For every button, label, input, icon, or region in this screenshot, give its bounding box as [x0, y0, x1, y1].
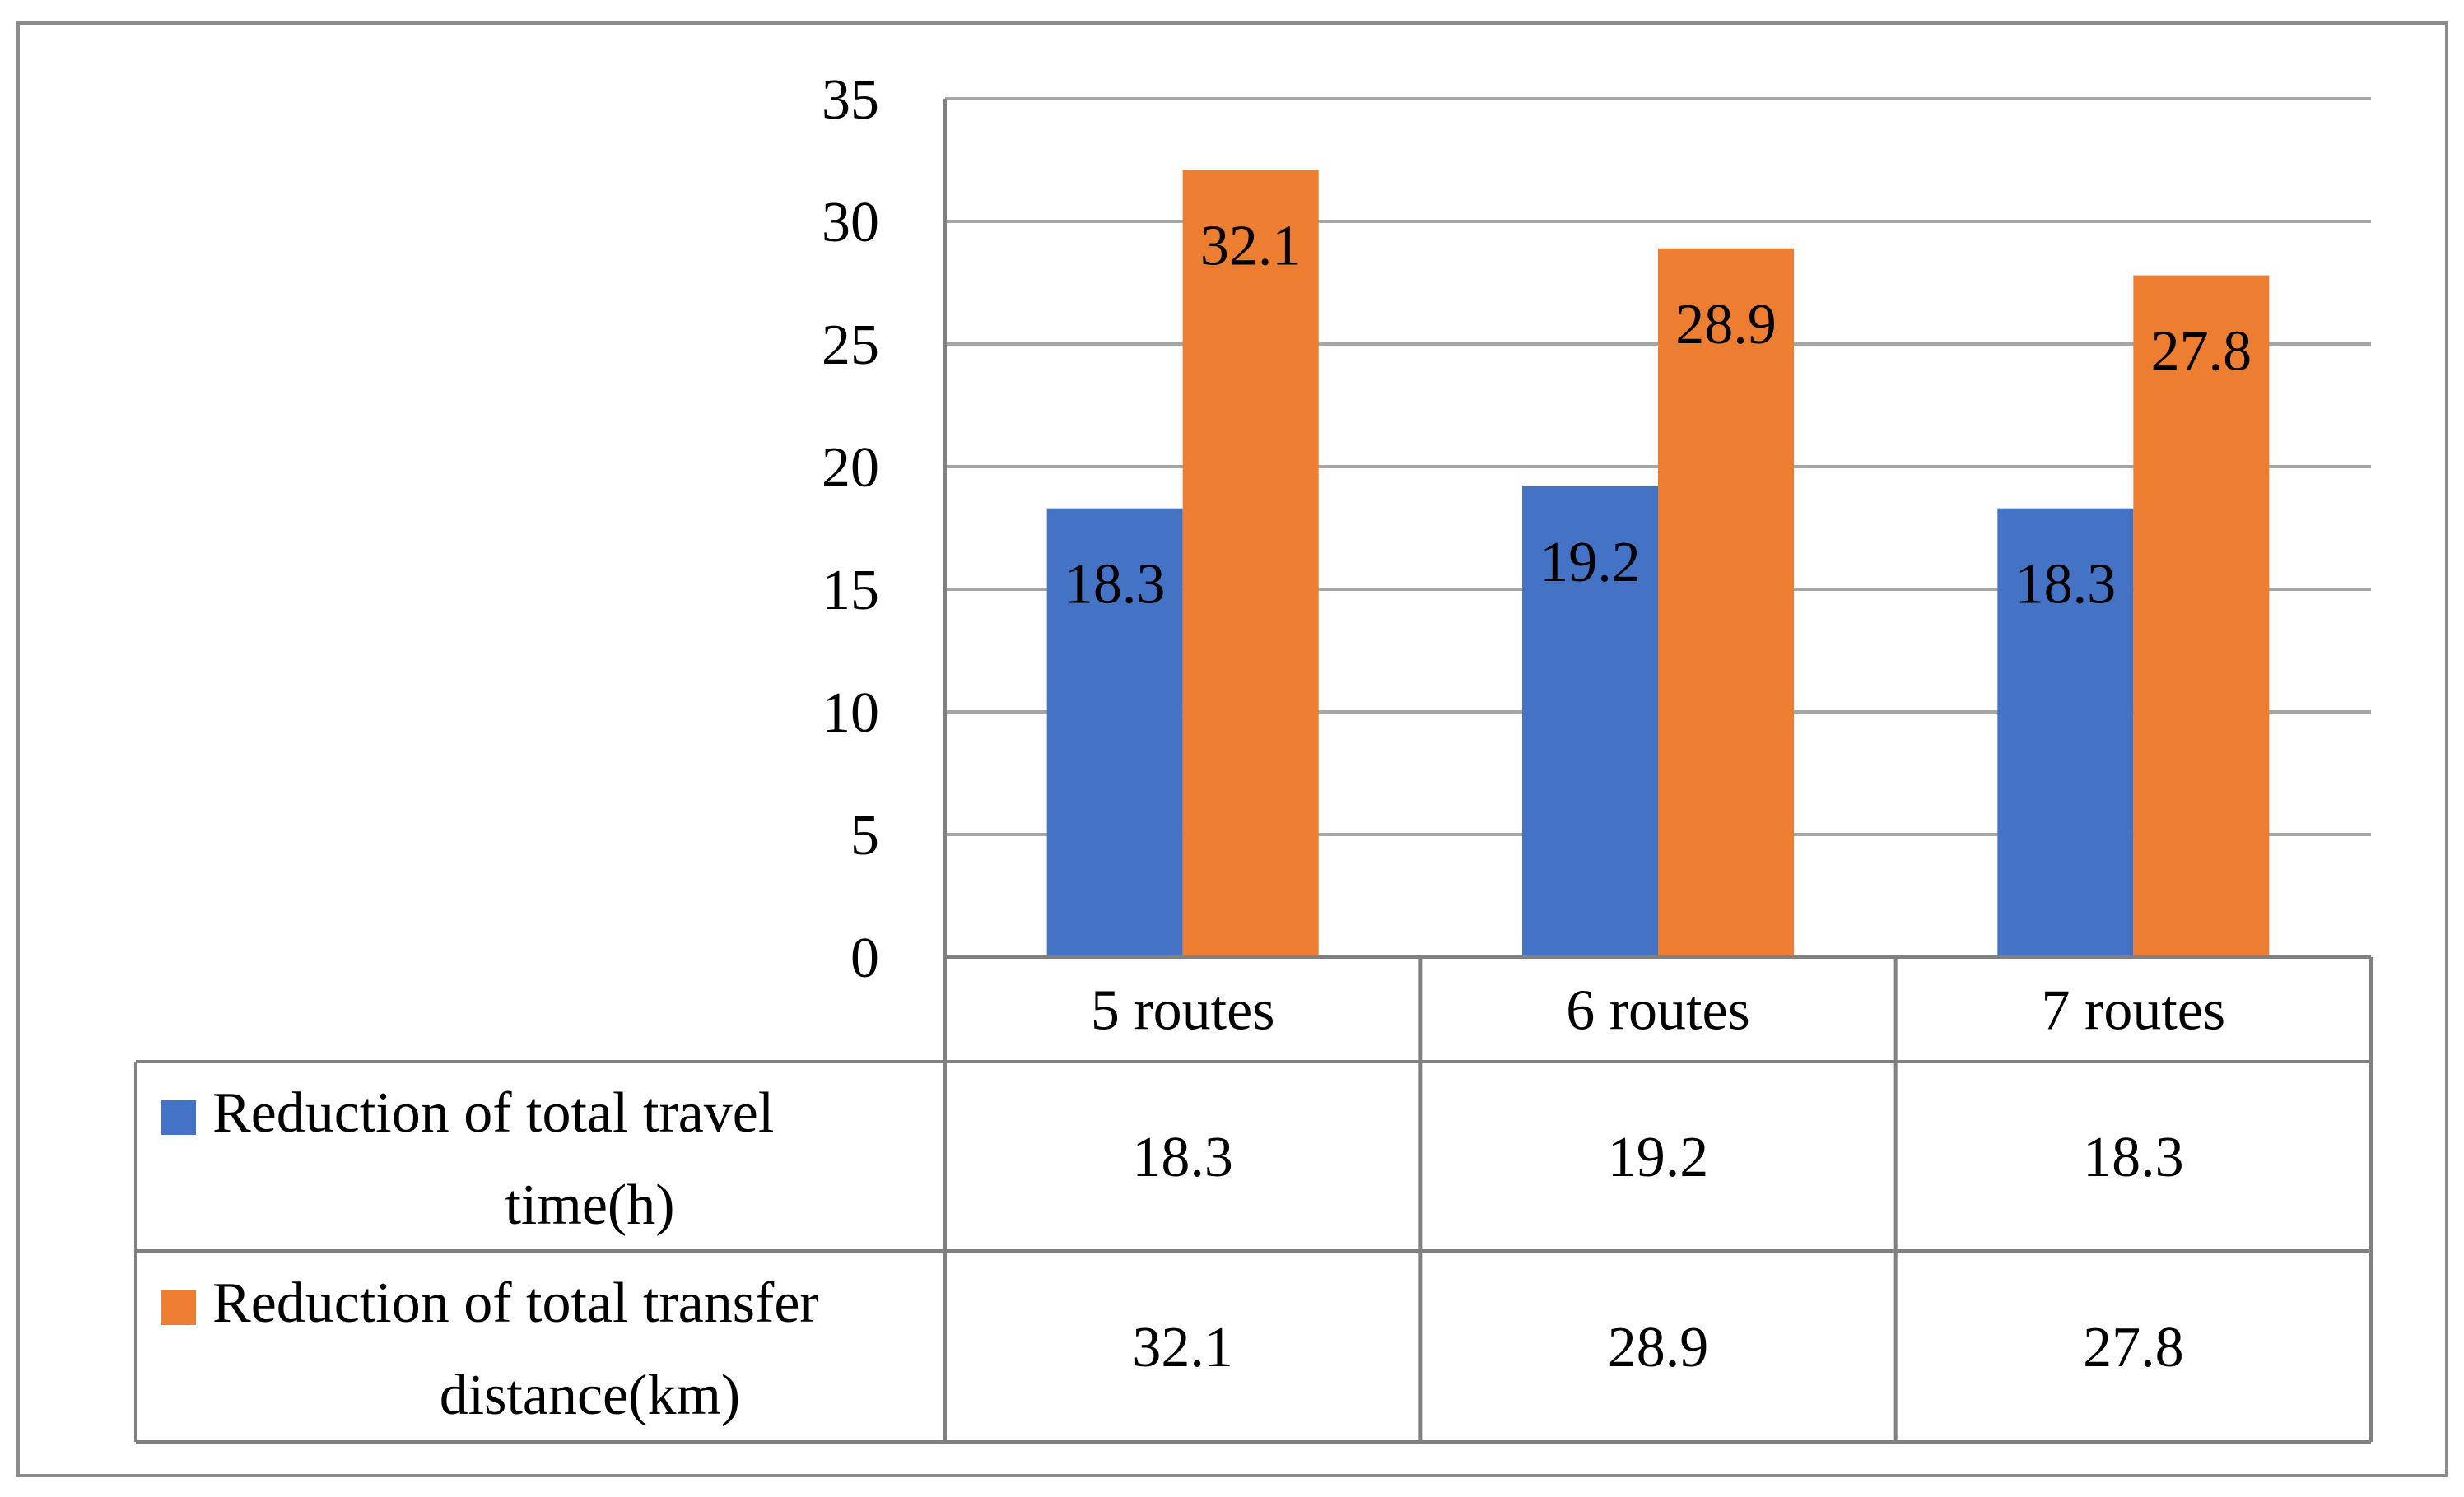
data-table: 5 routes 6 routes 7 routes Reduction of tot…: [134, 955, 2373, 1444]
x-category-label: 5 routes: [1091, 979, 1275, 1043]
bar: [1658, 248, 1794, 957]
legend-label: time(h): [505, 1174, 674, 1237]
table-cell-value: 32.1: [1132, 1316, 1233, 1379]
bar: [1182, 170, 1319, 958]
bar-data-label: 28.9: [1675, 293, 1777, 356]
legend-label: Reduction of total transfer: [212, 1272, 819, 1335]
table-cell-value: 18.3: [1132, 1126, 1233, 1189]
y-tick-label: 25: [822, 314, 879, 377]
bar-data-label: 18.3: [2015, 553, 2117, 616]
bar-data-label: 27.8: [2151, 320, 2252, 384]
y-tick-label: 20: [822, 436, 879, 500]
y-tick-label: 30: [822, 191, 879, 254]
x-category-label: 7 routes: [2042, 979, 2226, 1043]
bar: [1522, 486, 1658, 957]
bar-data-label: 18.3: [1064, 553, 1166, 616]
x-category-label: 6 routes: [1566, 979, 1750, 1043]
legend-label: Reduction of total travel: [212, 1081, 774, 1145]
bar: [1046, 508, 1183, 957]
bar-data-label: 32.1: [1200, 214, 1302, 277]
y-tick-label: 15: [822, 559, 879, 622]
y-axis: 0 5 10 15 20 25 30 35: [822, 68, 947, 990]
y-tick-label: 10: [822, 681, 879, 745]
table-cell-value: 18.3: [2083, 1126, 2184, 1189]
bar: [2133, 275, 2270, 957]
bars: [1046, 170, 2270, 958]
bar-data-label: 19.2: [1539, 531, 1641, 594]
data-labels: 18.3 32.1 19.2 28.9 18.3 27.8: [1064, 214, 2252, 616]
y-tick-label: 5: [850, 804, 879, 867]
table-cell-value: 19.2: [1608, 1126, 1709, 1189]
table-cell-value: 28.9: [1608, 1316, 1709, 1379]
table-cell-value: 27.8: [2083, 1316, 2184, 1379]
bar: [1997, 508, 2134, 957]
legend-label: distance(km): [440, 1364, 740, 1427]
y-tick-label: 35: [822, 68, 879, 132]
y-tick-label: 0: [850, 927, 879, 990]
legend-key: [161, 1100, 196, 1135]
legend-key: [161, 1290, 196, 1325]
